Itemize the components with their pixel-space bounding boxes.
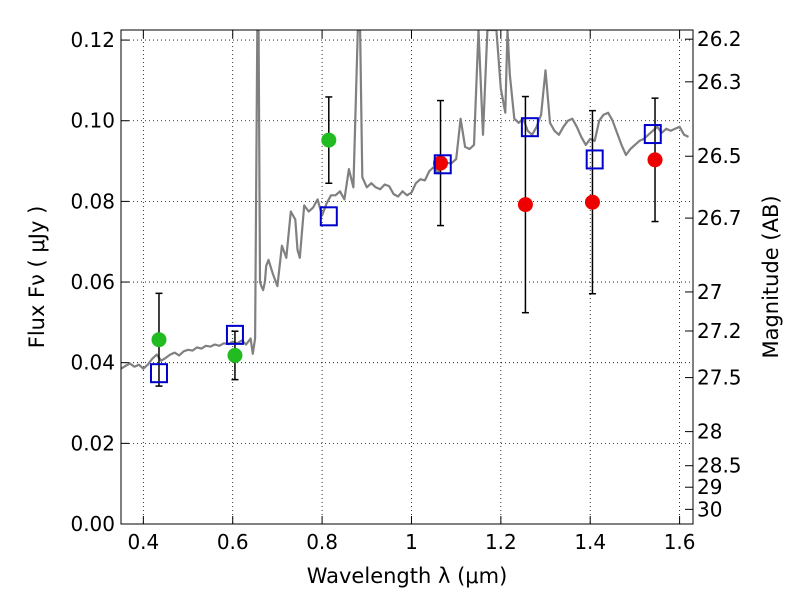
y-tick-label: 0.12	[70, 28, 115, 52]
y2-tick-label: 26.7	[697, 206, 742, 230]
x-tick-label: 1.2	[485, 530, 517, 554]
axes: 0.4 0.6 0.8 1 1.2 1.4 1.6 0.00 0.02 0.04 0.06 0.08 0…	[70, 27, 741, 554]
photometry-point	[647, 152, 663, 168]
y2-tick-label: 30	[697, 497, 722, 521]
photometry-point	[517, 197, 533, 213]
photometry-point	[433, 155, 449, 171]
x-tick-label: 0.8	[306, 530, 338, 554]
photometry-point	[151, 332, 167, 348]
y2-tick-label: 27	[697, 280, 722, 304]
y2-tick-label: 27.5	[697, 366, 742, 390]
y2-tick-label: 26.3	[697, 70, 742, 94]
model-flux-square	[433, 154, 452, 175]
data-layer	[121, 30, 689, 387]
y2-tick-label: 28	[697, 420, 722, 444]
plot-frame	[120, 29, 694, 525]
model-flux-square	[225, 324, 244, 345]
grid-lines	[121, 30, 693, 524]
y-tick-label: 0.06	[70, 270, 115, 294]
y2-tick-label: 26.2	[697, 27, 742, 51]
y-tick-label: 0.08	[70, 189, 115, 213]
photometry-point	[227, 347, 243, 363]
x-tick-label: 0.4	[127, 530, 159, 554]
model-flux-square	[585, 149, 604, 170]
x-tick-label: 1.6	[664, 530, 696, 554]
y-axis-label: Flux Fν ( μJy )	[25, 206, 49, 349]
x-tick-label: 0.6	[217, 530, 249, 554]
model-flux-square	[149, 363, 168, 384]
y-tick-label: 0.04	[70, 351, 115, 375]
y2-tick-label: 27.2	[697, 319, 742, 343]
y2-tick-label: 28.5	[697, 454, 742, 478]
model-flux-square	[520, 117, 539, 138]
y-tick-label: 0.10	[70, 109, 115, 133]
y2-axis-label: Magnitude (AB)	[759, 195, 783, 358]
photometry-point	[584, 194, 600, 210]
model-flux-square	[319, 206, 338, 227]
x-tick-label: 1	[405, 530, 418, 554]
y2-tick-label: 26.5	[697, 144, 742, 168]
model-flux-square	[643, 124, 662, 145]
y-tick-label: 0.02	[70, 431, 115, 455]
x-tick-label: 1.4	[574, 530, 606, 554]
y-tick-label: 0.00	[70, 512, 115, 536]
photometry-point	[321, 132, 337, 148]
y2-tick-label: 29	[697, 475, 722, 499]
model-spectrum-line	[121, 30, 689, 370]
x-axis-label: Wavelength λ (μm)	[307, 564, 508, 588]
